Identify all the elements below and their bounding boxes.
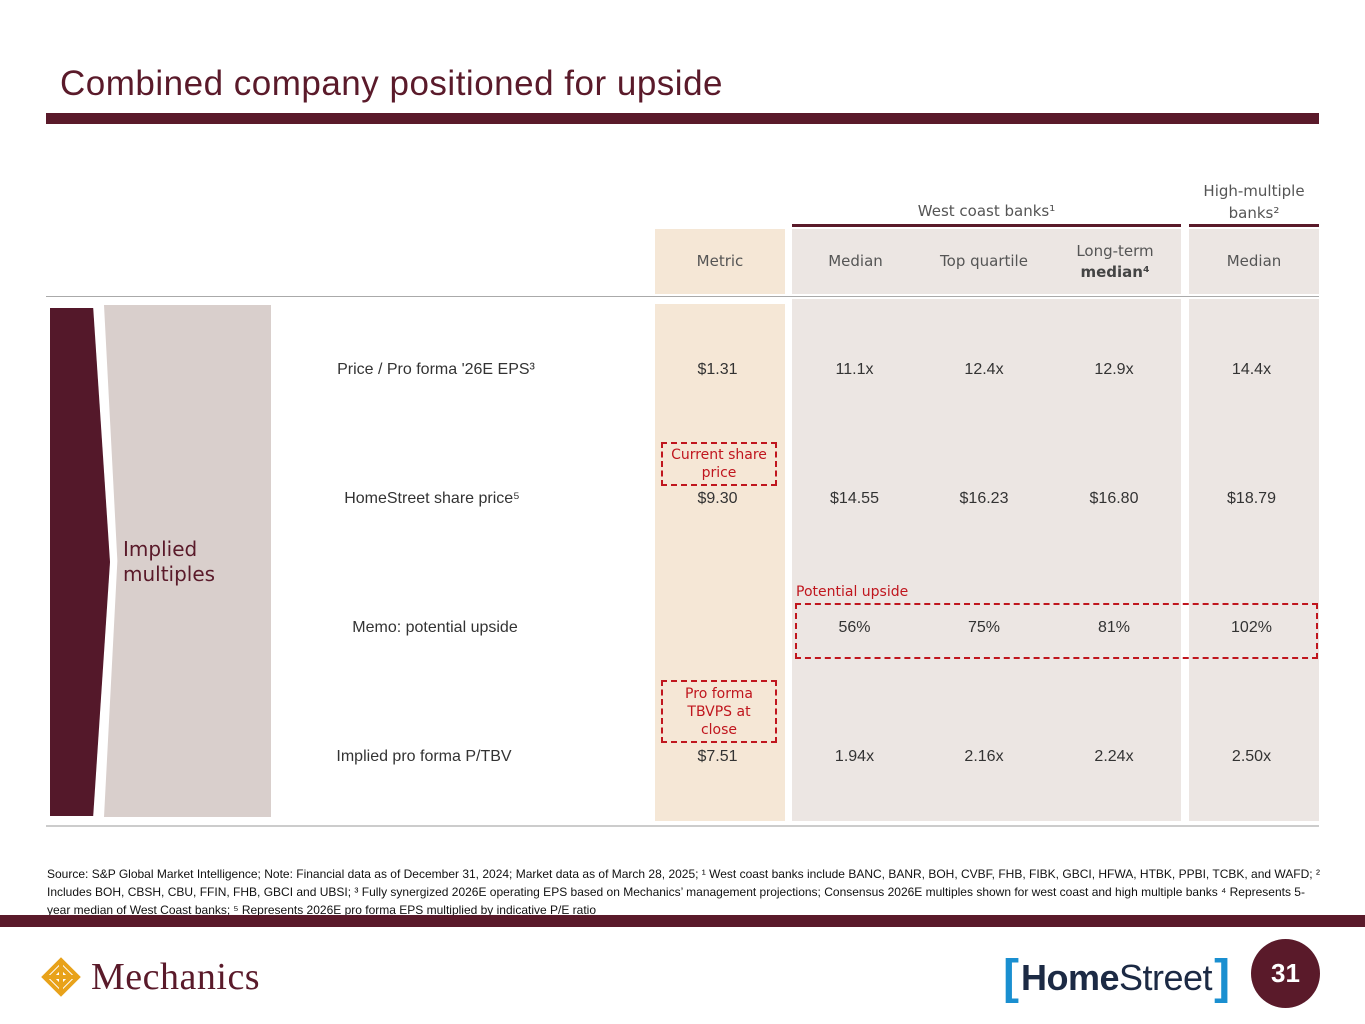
cell-price-eps-long-term: 12.9x: [1094, 361, 1134, 378]
west-coast-group-rule: [792, 224, 1181, 227]
cell-upside-long-term: 81%: [1097, 619, 1131, 636]
page-number-badge: 31: [1251, 939, 1320, 1008]
footer-bar: [0, 915, 1365, 927]
west-coast-header-bg: [792, 229, 1181, 294]
mechanics-logo-mark-icon: [40, 956, 82, 998]
cell-ptbv-long-term: 2.24x: [1094, 748, 1134, 765]
header-median: Median: [828, 252, 883, 270]
header-long-term-median: Long-term median⁴: [1076, 241, 1154, 281]
title-underline: [46, 113, 1319, 124]
pro-forma-tbvps-note: Pro forma TBVPS at close: [685, 686, 753, 738]
homestreet-logo: [ HomeStreet ]: [1003, 951, 1231, 1004]
page-title: Combined company positioned for upside: [60, 64, 723, 103]
high-multiple-group-rule: [1189, 224, 1319, 227]
metric-column-header-bg: [655, 229, 785, 294]
homestreet-bracket-right-icon: ]: [1214, 951, 1231, 1004]
cell-upside-hm-median: 102%: [1231, 619, 1272, 636]
header-top-quartile: Top quartile: [940, 252, 1028, 270]
cell-share-price-long-term: $16.80: [1089, 490, 1139, 507]
potential-upside-note: Potential upside: [796, 584, 909, 600]
mechanics-logo: Mechanics: [40, 955, 260, 999]
cell-upside-median: 56%: [838, 619, 871, 636]
side-chevron: [50, 308, 110, 816]
cell-price-eps-top-quartile: 12.4x: [964, 361, 1004, 378]
row-label-share-price: HomeStreet share price⁵: [344, 490, 520, 507]
high-multiple-header-bg: [1189, 229, 1319, 294]
cell-price-eps-metric: $1.31: [697, 361, 738, 378]
table-bottom-rule: [46, 825, 1319, 827]
cell-share-price-hm-median: $18.79: [1227, 490, 1276, 507]
cell-share-price-top-quartile: $16.23: [959, 490, 1009, 507]
homestreet-logo-text: HomeStreet: [1020, 957, 1213, 998]
west-coast-group-header: West coast banks¹: [917, 202, 1056, 220]
cell-price-eps-median: 11.1x: [835, 361, 874, 378]
west-coast-body-bg: [792, 299, 1181, 821]
homestreet-bracket-left-icon: [: [1003, 951, 1019, 1004]
mechanics-logo-text: Mechanics: [91, 956, 261, 998]
high-multiple-group-header: High-multiple banks²: [1203, 182, 1305, 222]
metric-column-body-bg: [655, 304, 785, 821]
cell-price-eps-hm-median: 14.4x: [1231, 361, 1272, 378]
header-divider: [46, 296, 1319, 297]
cell-share-price-median: $14.55: [830, 490, 879, 507]
cell-ptbv-top-quartile: 2.16x: [964, 748, 1004, 765]
potential-upside-callout: [795, 603, 1318, 659]
cell-ptbv-median: 1.94x: [834, 748, 875, 765]
high-multiple-body-bg: [1189, 299, 1319, 821]
footnote-text: Source: S&P Global Market Intelligence; …: [47, 867, 1320, 917]
cell-upside-top-quartile: 75%: [967, 619, 1001, 636]
current-share-price-callout: [661, 442, 777, 486]
cell-ptbv-metric: $7.51: [697, 748, 738, 765]
cell-share-price-metric: $9.30: [697, 490, 738, 507]
header-high-multiple-median: Median: [1226, 252, 1282, 270]
cell-ptbv-hm-median: 2.50x: [1231, 748, 1272, 765]
current-share-price-note: Current share price: [671, 447, 767, 481]
pro-forma-tbvps-callout: [661, 680, 777, 743]
row-label-price-eps: Price / Pro forma '26E EPS³: [337, 361, 535, 378]
row-label-pro-forma-ptbv: Implied pro forma P/TBV: [336, 748, 512, 765]
header-metric: Metric: [696, 252, 744, 270]
row-label-potential-upside: Memo: potential upside: [352, 619, 518, 636]
side-panel: [104, 305, 271, 817]
side-label-implied-multiples: Implied multiples: [123, 537, 216, 586]
